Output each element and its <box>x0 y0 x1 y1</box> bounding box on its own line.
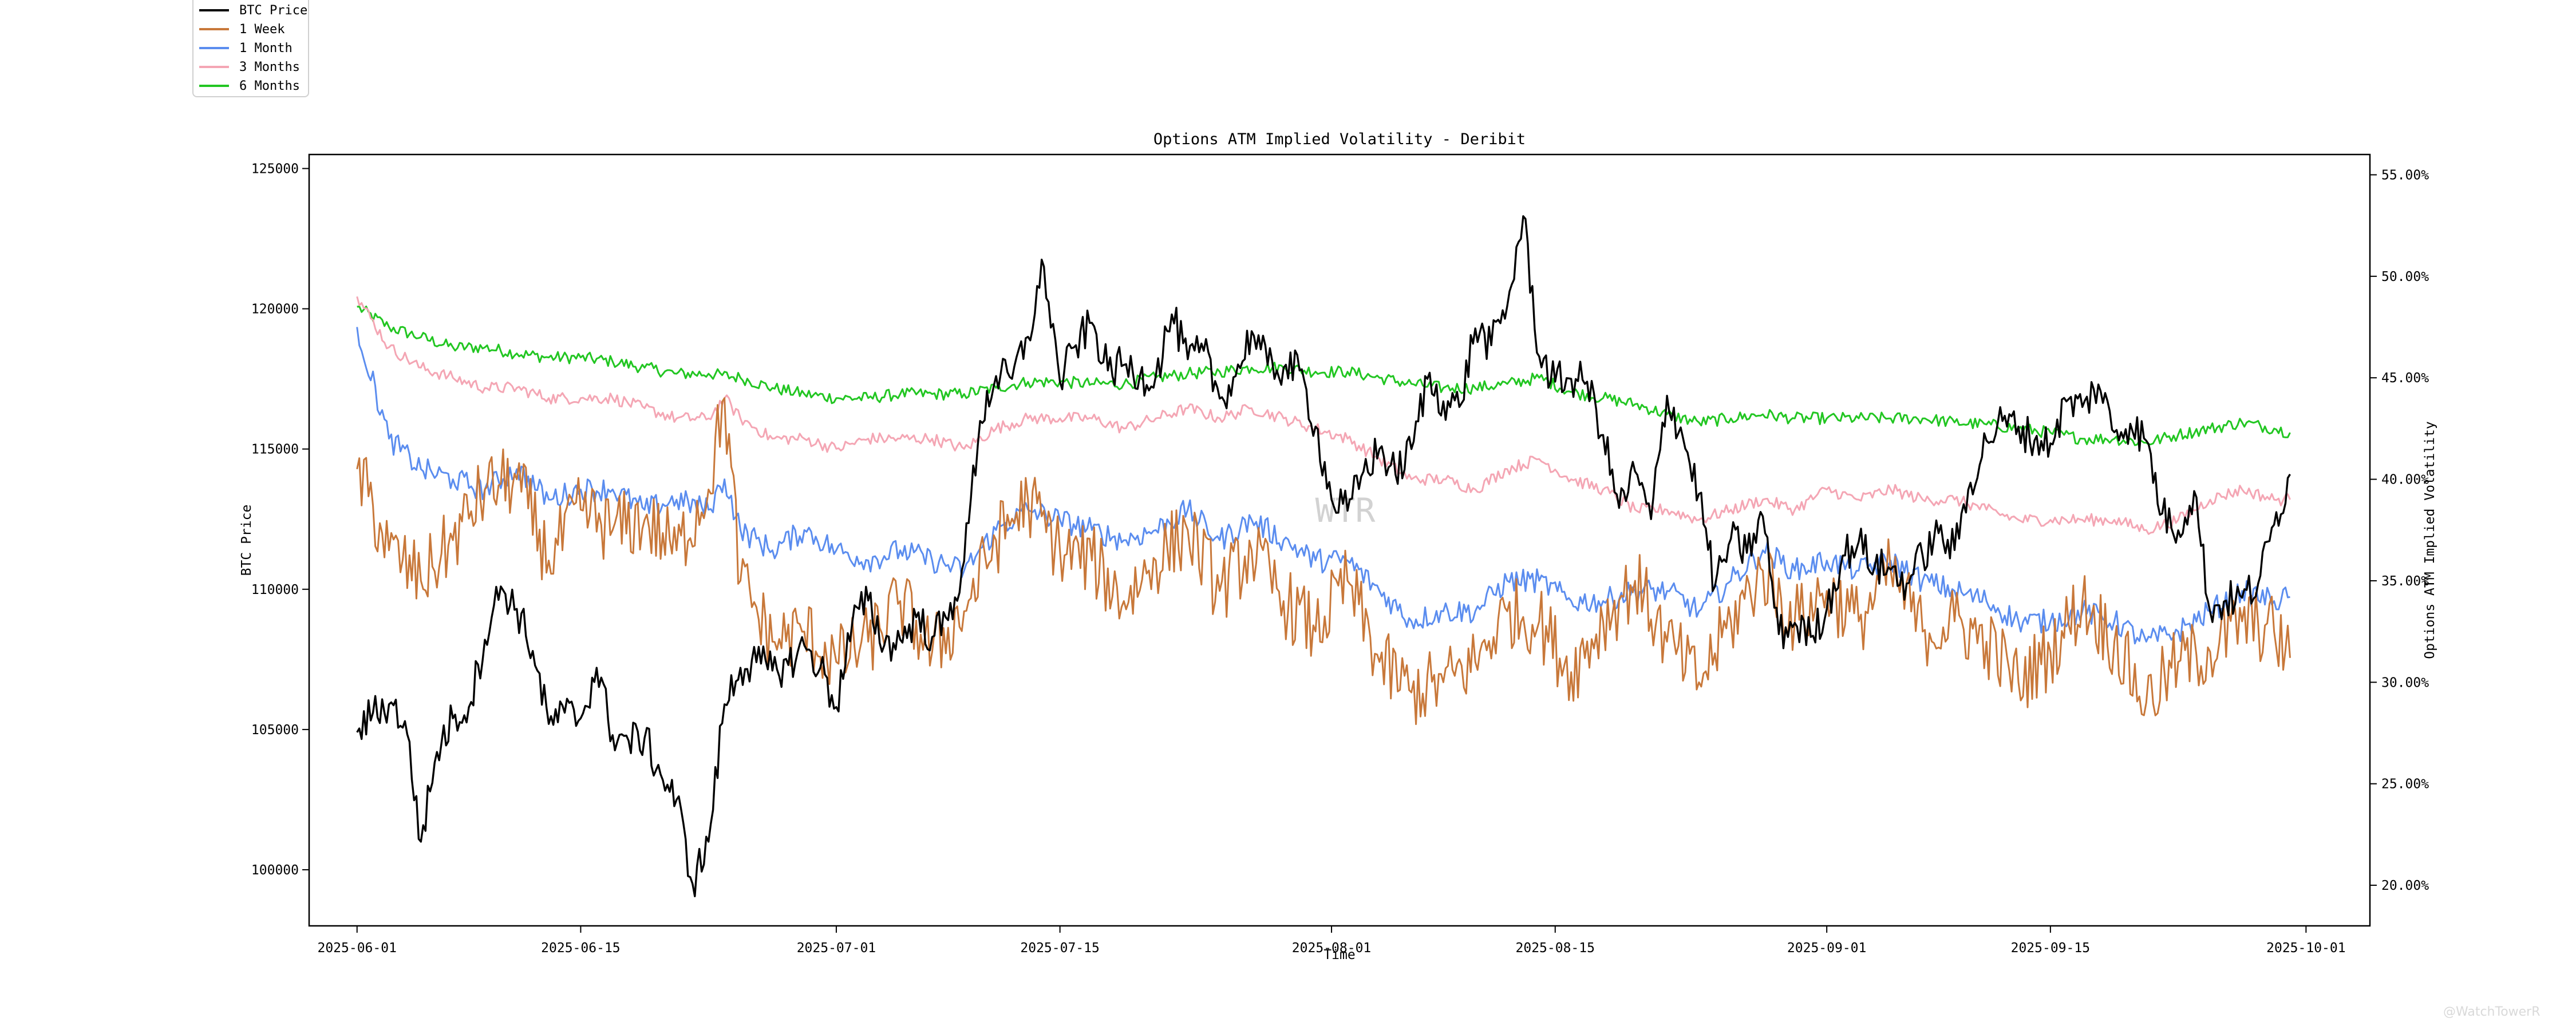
y-tick-label: 125000 <box>251 162 299 177</box>
x-tick-label: 2025-07-15 <box>1020 941 1099 956</box>
y2-tick-label: 45.00% <box>2381 371 2429 386</box>
legend-swatch-1-week <box>199 28 229 30</box>
x-tick-label: 2025-06-01 <box>317 941 396 956</box>
x-tick-label: 2025-08-15 <box>1516 941 1595 956</box>
y-tick-label: 110000 <box>251 583 299 597</box>
legend-label-6-months: 6 Months <box>239 78 300 93</box>
legend-label-1-week: 1 Week <box>239 22 285 37</box>
y2-tick-label: 30.00% <box>2381 675 2429 690</box>
legend-swatch-6-months <box>199 85 229 87</box>
y2-tick-label: 55.00% <box>2381 168 2429 183</box>
legend-item-btc-price: BTC Price <box>199 1 307 19</box>
legend-item-1-week: 1 Week <box>199 20 285 38</box>
y2-tick-label: 35.00% <box>2381 574 2429 589</box>
legend-item-3-months: 3 Months <box>199 58 300 76</box>
y-tick-label: 105000 <box>251 723 299 738</box>
x-tick-label: 2025-06-15 <box>541 941 620 956</box>
x-tick-label: 2025-09-01 <box>1787 941 1866 956</box>
plot-frame <box>308 153 2371 927</box>
y-tick-label: 120000 <box>251 302 299 317</box>
legend-item-1-month: 1 Month <box>199 39 293 57</box>
series-line-6-months <box>357 305 2291 446</box>
legend: BTC Price 1 Week 1 Month 3 Months 6 Mont… <box>192 0 309 97</box>
y-tick-label: 115000 <box>251 442 299 457</box>
footer-watermark: @WatchTowerR <box>2443 1005 2541 1019</box>
x-tick-label: 2025-08-01 <box>1292 941 1371 956</box>
y2-tick-label: 40.00% <box>2381 473 2429 488</box>
chart-title: Options ATM Implied Volatility - Deribit <box>1153 130 1526 148</box>
series-line-btc-price <box>356 215 2291 897</box>
x-axis-label: Time <box>1323 948 1355 962</box>
y2-tick-label: 20.00% <box>2381 878 2429 893</box>
y2-tick-label: 50.00% <box>2381 270 2429 284</box>
y-axis-label: BTC Price <box>239 505 254 576</box>
y2-tick-label: 25.00% <box>2381 777 2429 792</box>
legend-label-3-months: 3 Months <box>239 60 300 74</box>
legend-swatch-1-month <box>199 47 229 49</box>
x-tick-label: 2025-09-15 <box>2011 941 2090 956</box>
y2-axis-label: Options ATM Implied Volatility <box>2423 421 2437 659</box>
legend-label-btc-price: BTC Price <box>239 3 308 18</box>
legend-item-6-months: 6 Months <box>199 77 300 95</box>
x-tick-label: 2025-07-01 <box>797 941 876 956</box>
x-tick-label: 2025-10-01 <box>2266 941 2345 956</box>
legend-swatch-3-months <box>199 66 229 68</box>
series-line-3-months <box>356 296 2291 535</box>
series-line-1-month <box>356 327 2290 645</box>
y-tick-label: 100000 <box>251 863 299 878</box>
legend-label-1-month: 1 Month <box>239 41 293 56</box>
series-line-1-week <box>356 397 2291 725</box>
legend-swatch-btc-price <box>199 9 229 11</box>
